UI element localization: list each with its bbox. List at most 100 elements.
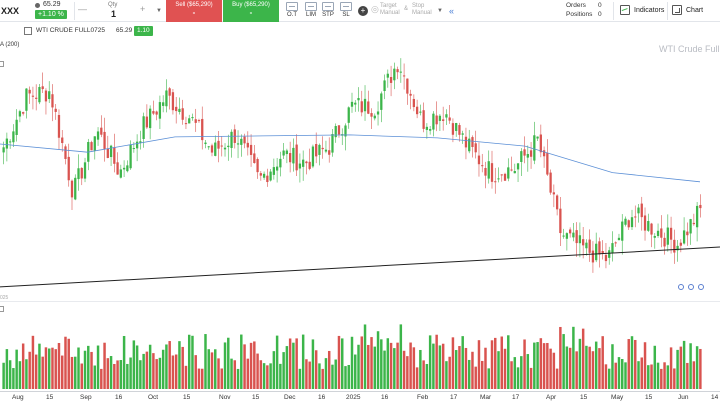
volume-bar bbox=[406, 356, 409, 389]
volume-bar bbox=[93, 365, 97, 389]
candle-body bbox=[292, 147, 295, 164]
sell-value: - bbox=[192, 8, 196, 17]
reset-zoom-icon[interactable] bbox=[698, 284, 704, 290]
volume-bar bbox=[90, 351, 93, 389]
volume-bar bbox=[585, 345, 588, 389]
qty-plus-button[interactable]: + bbox=[140, 4, 146, 14]
volume-bar bbox=[598, 348, 601, 389]
volume-bar bbox=[31, 335, 35, 389]
candle-body bbox=[497, 178, 500, 180]
candle-body bbox=[389, 76, 393, 83]
candle-body bbox=[578, 235, 582, 244]
volume-bar bbox=[490, 340, 494, 389]
volume-bar bbox=[357, 344, 360, 389]
candle-body bbox=[93, 136, 96, 151]
volume-bar bbox=[572, 326, 575, 389]
chart-button[interactable]: Chart bbox=[669, 0, 720, 22]
candle-body bbox=[240, 138, 243, 145]
x-tick-label: Mar bbox=[480, 394, 492, 401]
sell-label: Sell ($65,290) bbox=[175, 2, 213, 8]
order-type-ot-button[interactable]: O.T bbox=[281, 0, 303, 22]
buy-label: Buy ($65,290) bbox=[232, 2, 270, 8]
candle-body bbox=[676, 245, 679, 251]
volume-bar bbox=[383, 350, 386, 389]
order-type-sl-button[interactable]: SL bbox=[335, 0, 357, 22]
target-stop-group[interactable]: ◎ Target Manual & Stop Manual bbox=[371, 0, 441, 22]
target-dropdown-chevron-icon[interactable]: ▼ bbox=[437, 8, 443, 14]
ma-indicator-label[interactable]: A (200) bbox=[0, 42, 20, 48]
order-toolbar: XXX 65.29 +1.10 % — Qty 1 + ▼ Sell ($65,… bbox=[0, 0, 720, 22]
pane-divider[interactable] bbox=[0, 301, 720, 302]
divider bbox=[667, 2, 668, 20]
volume-bar bbox=[256, 353, 259, 389]
candle-body bbox=[669, 227, 673, 240]
volume-bar bbox=[135, 345, 139, 389]
volume-bar bbox=[38, 343, 41, 389]
volume-bar bbox=[386, 338, 390, 389]
qty-value[interactable]: 1 bbox=[111, 9, 117, 19]
candle-body bbox=[477, 155, 481, 165]
candle-body bbox=[621, 221, 624, 241]
sell-button[interactable]: Sell ($65,290) - bbox=[166, 0, 222, 22]
chart-label: Chart bbox=[686, 7, 704, 14]
candle-body bbox=[220, 145, 223, 147]
zoom-in-icon[interactable] bbox=[688, 284, 694, 290]
x-tick-label: Jun bbox=[678, 394, 689, 401]
candle-body bbox=[256, 159, 259, 173]
order-type-stp-button[interactable]: STP bbox=[317, 0, 339, 22]
volume-bar bbox=[669, 347, 673, 389]
orders-label: Orders bbox=[566, 2, 586, 9]
indicator-settings-icon[interactable] bbox=[0, 61, 4, 67]
candle-body bbox=[194, 119, 197, 123]
volume-bar bbox=[116, 360, 119, 389]
volume-bar bbox=[607, 368, 611, 389]
collapse-double-chevron-icon[interactable]: « bbox=[449, 6, 455, 16]
price-chart[interactable] bbox=[0, 22, 720, 391]
volume-bar bbox=[168, 341, 171, 389]
volume-bar bbox=[41, 356, 44, 389]
volume-bar bbox=[25, 359, 28, 389]
candle-body bbox=[331, 134, 334, 153]
ma-200-line bbox=[0, 134, 701, 183]
candle-body bbox=[611, 243, 614, 253]
divider bbox=[613, 2, 614, 20]
legend-change-badge: 1.10 % bbox=[134, 26, 153, 44]
x-tick-label: 15 bbox=[580, 394, 588, 401]
volume-bar bbox=[627, 339, 630, 389]
candle-body bbox=[451, 123, 455, 135]
indicators-button[interactable]: Indicators bbox=[617, 0, 667, 22]
candle-body bbox=[699, 204, 702, 209]
volume-bar bbox=[614, 362, 617, 389]
chart-nav-controls[interactable] bbox=[678, 283, 708, 292]
candle-body bbox=[243, 136, 246, 144]
add-order-plus-icon[interactable]: + bbox=[358, 6, 368, 16]
quantity-stepper[interactable]: — Qty 1 + bbox=[76, 0, 156, 22]
volume-bar bbox=[142, 353, 145, 389]
candle-body bbox=[113, 147, 116, 164]
candle-body bbox=[438, 115, 442, 121]
candle-body bbox=[214, 142, 217, 156]
order-type-lim-button[interactable]: LIM bbox=[300, 0, 322, 22]
candle-body bbox=[370, 113, 373, 117]
volume-bar bbox=[380, 339, 383, 389]
symbol-label[interactable]: XXX bbox=[1, 6, 20, 16]
volume-bar bbox=[673, 368, 676, 389]
candle-body bbox=[315, 144, 318, 157]
candle-body bbox=[227, 145, 230, 148]
qty-minus-button[interactable]: — bbox=[78, 4, 87, 14]
candle-body bbox=[585, 242, 588, 249]
candle-body bbox=[77, 168, 80, 180]
trend-line[interactable] bbox=[0, 246, 720, 288]
zoom-out-icon[interactable] bbox=[678, 284, 684, 290]
volume-bar bbox=[575, 351, 578, 389]
candle-body bbox=[396, 69, 399, 73]
qty-dropdown-chevron-icon[interactable]: ▼ bbox=[156, 8, 162, 14]
volume-bar bbox=[692, 361, 696, 389]
volume-settings-icon[interactable] bbox=[0, 306, 4, 312]
order-type-icon bbox=[286, 2, 298, 11]
buy-button[interactable]: Buy ($65,290) - bbox=[223, 0, 279, 22]
volume-bar bbox=[679, 346, 683, 389]
time-axis[interactable]: Aug 15 Sep 16 Oct 15 Nov 15 Dec 16 2025 … bbox=[0, 391, 720, 405]
volume-bar bbox=[152, 353, 155, 389]
chart-icon bbox=[672, 5, 682, 15]
